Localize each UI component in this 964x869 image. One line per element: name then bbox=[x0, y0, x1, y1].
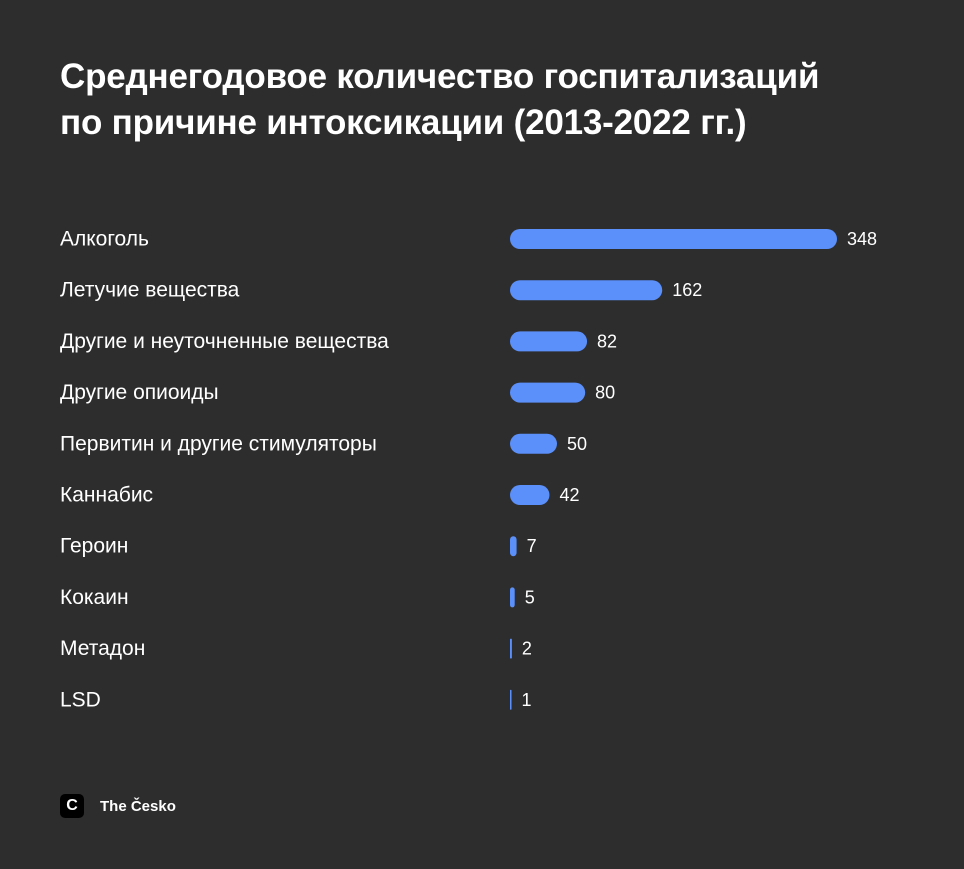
bar-9 bbox=[510, 638, 512, 659]
bar-2 bbox=[510, 280, 663, 301]
bar-row-9: Метадон 2 bbox=[60, 637, 532, 660]
category-label-9: Метадон bbox=[60, 637, 145, 660]
bar-7 bbox=[510, 536, 517, 557]
brand: C The Česko bbox=[60, 794, 176, 818]
category-label-2: Летучие вещества bbox=[60, 279, 240, 302]
category-label-8: Кокаин bbox=[60, 586, 129, 609]
bar-row-4: Другие опиоиды 80 bbox=[60, 381, 615, 404]
value-label-6: 42 bbox=[559, 485, 579, 505]
value-label-7: 7 bbox=[527, 536, 537, 556]
category-label-1: Алкоголь bbox=[60, 228, 149, 251]
bar-row-3: Другие и неуточненные вещества 82 bbox=[60, 330, 617, 353]
bar-8 bbox=[510, 587, 515, 608]
value-label-10: 1 bbox=[522, 690, 532, 710]
category-label-10: LSD bbox=[60, 688, 101, 711]
bar-5 bbox=[510, 433, 557, 454]
category-label-6: Каннабис bbox=[60, 484, 153, 507]
bar-row-5: Первитин и другие стимуляторы 50 bbox=[60, 432, 587, 455]
category-label-3: Другие и неуточненные вещества bbox=[60, 330, 389, 353]
category-label-7: Героин bbox=[60, 535, 128, 558]
bar-10 bbox=[510, 689, 512, 710]
value-label-1: 348 bbox=[847, 229, 877, 249]
c-letter-logo-icon: C bbox=[60, 794, 84, 818]
brand-name: The Česko bbox=[100, 797, 176, 815]
bar-1 bbox=[510, 229, 837, 249]
chart-title: Среднегодовое количество госпитализаций … bbox=[60, 54, 920, 146]
value-label-5: 50 bbox=[567, 434, 587, 454]
value-label-9: 2 bbox=[522, 639, 532, 659]
bar-4 bbox=[510, 382, 586, 403]
bar-row-1: Алкоголь 348 bbox=[60, 228, 877, 251]
bar-row-7: Героин 7 bbox=[60, 535, 537, 558]
value-label-3: 82 bbox=[597, 331, 617, 351]
value-label-2: 162 bbox=[672, 280, 702, 300]
bar-row-10: LSD 1 bbox=[60, 688, 532, 711]
bar-6 bbox=[510, 485, 550, 505]
chart-title-line-2: по причине интоксикации (2013-2022 гг.) bbox=[60, 103, 747, 142]
value-label-4: 80 bbox=[595, 383, 615, 403]
category-label-4: Другие опиоиды bbox=[60, 381, 219, 404]
bar-row-2: Летучие вещества 162 bbox=[60, 279, 702, 302]
bar-row-8: Кокаин 5 bbox=[60, 586, 535, 609]
bar-row-6: Каннабис 42 bbox=[60, 484, 579, 507]
chart-title-line-1: Среднегодовое количество госпитализаций bbox=[60, 57, 820, 96]
value-label-8: 5 bbox=[525, 587, 535, 607]
bar-3 bbox=[510, 331, 588, 352]
category-label-5: Первитин и другие стимуляторы bbox=[60, 432, 377, 455]
